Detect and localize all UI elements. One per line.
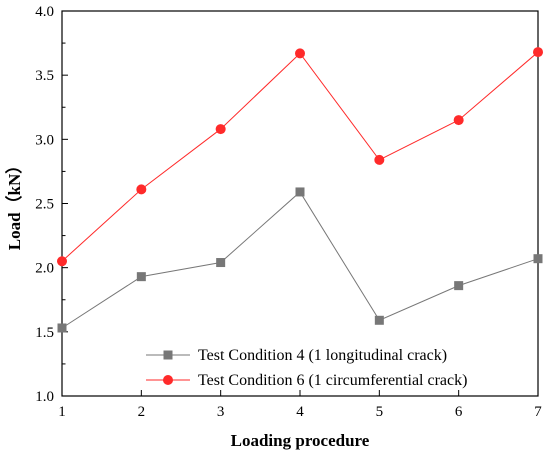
- data-point-square: [216, 258, 226, 268]
- y-tick-label: 3.5: [35, 68, 54, 84]
- data-point-circle: [453, 115, 464, 126]
- data-point-square: [454, 281, 464, 291]
- y-tick-label: 2.0: [35, 261, 54, 277]
- y-tick-label: 4.0: [35, 4, 54, 20]
- legend-item: Test Condition 6 (1 circumferential crac…: [146, 372, 467, 389]
- y-tick-label: 3.0: [35, 132, 54, 148]
- series-2: [57, 47, 543, 267]
- data-point-square: [374, 315, 384, 325]
- legend-item: Test Condition 4 (1 longitudinal crack): [146, 347, 447, 364]
- x-tick-label: 3: [217, 404, 225, 420]
- x-axis-title: Loading procedure: [231, 431, 370, 450]
- data-point-square: [533, 254, 543, 264]
- axis-ticks: 1.0 1.5 2.0 2.5 3.0 3.5 4.0 1 2 3 4 5 6 7: [35, 4, 542, 420]
- plot-frame: [61, 10, 539, 397]
- data-point-circle: [136, 184, 147, 195]
- data-point-circle: [374, 154, 385, 165]
- data-point-circle: [215, 124, 226, 135]
- data-point-circle: [295, 48, 305, 59]
- legend: Test Condition 4 (1 longitudinal crack) T…: [146, 347, 467, 389]
- data-point-circle: [533, 47, 543, 58]
- x-tick-label: 5: [376, 404, 384, 420]
- x-tick-label: 2: [138, 404, 146, 420]
- series-line: [61, 191, 539, 329]
- series-layer: [57, 47, 543, 333]
- y-axis-title: Load（kN）: [4, 157, 24, 251]
- legend-marker-square: [163, 350, 173, 360]
- x-tick-label: 4: [296, 404, 304, 420]
- x-tick-label: 1: [58, 404, 66, 420]
- x-tick-label: 7: [534, 404, 542, 420]
- legend-label: Test Condition 4 (1 longitudinal crack): [198, 347, 447, 364]
- y-tick-label: 1.0: [35, 389, 54, 405]
- y-tick-label: 2.5: [35, 197, 54, 213]
- series-1: [57, 187, 543, 333]
- y-tick-label: 1.5: [35, 325, 54, 341]
- legend-marker-circle: [163, 375, 173, 385]
- data-point-square: [295, 187, 305, 197]
- series-line: [61, 51, 539, 262]
- x-tick-label: 6: [455, 404, 463, 420]
- legend-label: Test Condition 6 (1 circumferential crac…: [198, 372, 467, 389]
- plot-area: [61, 10, 539, 397]
- data-point-square: [57, 323, 67, 333]
- data-point-square: [136, 272, 146, 282]
- data-point-circle: [57, 256, 67, 267]
